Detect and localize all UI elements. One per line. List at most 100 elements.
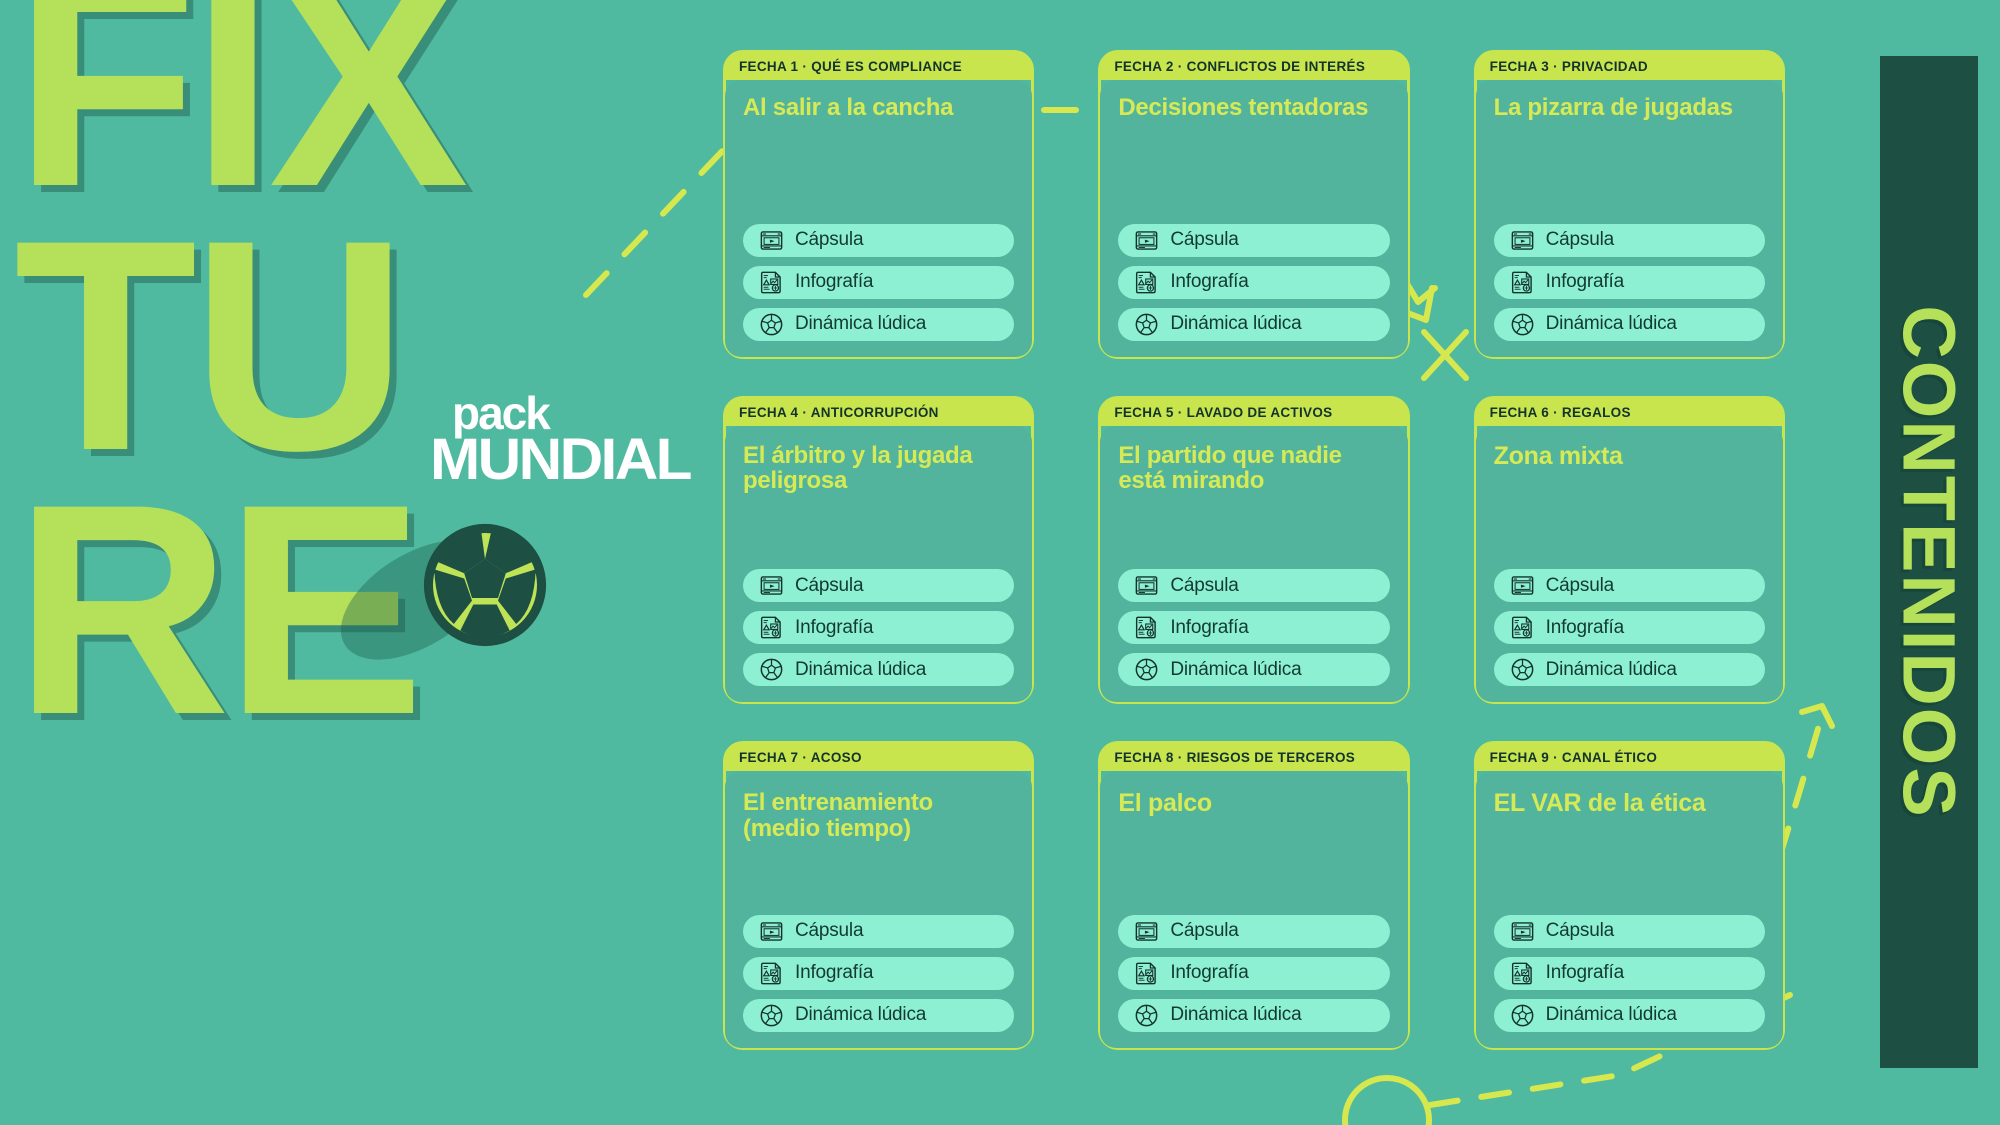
card-item-label: Cápsula (1170, 229, 1239, 251)
card-item[interactable]: Cápsula (1493, 223, 1765, 257)
infographic-document-icon (1136, 616, 1157, 639)
card-item[interactable]: Cápsula (743, 914, 1015, 948)
card-item[interactable]: Cápsula (743, 569, 1015, 603)
card-header: FECHA 1 · QUÉ ES COMPLIANCE (725, 52, 1033, 80)
pack-mundial-logo: pack MUNDIAL (430, 387, 693, 489)
video-capsule-icon (1135, 230, 1158, 250)
card-body: El partido que nadie está mirando Cápsula… (1100, 425, 1408, 703)
card-title: Decisiones tentadoras (1118, 94, 1369, 121)
card-item[interactable]: Infografía (1118, 611, 1390, 645)
infographic-document-icon (760, 962, 781, 985)
soccer-ball-icon (423, 523, 547, 647)
card-item-label: Dinámica lúdica (795, 658, 927, 680)
card-item[interactable]: Infografía (1118, 956, 1390, 990)
fixture-wordmark: FIX TU RE (0, 0, 560, 1125)
video-capsule-icon (1511, 576, 1534, 596)
sidebar-label: CONTENIDOS (1887, 305, 1971, 819)
card-item-label: Cápsula (795, 229, 864, 251)
fixture-card[interactable]: FECHA 8 · RIESGOS DE TERCEROS El palco Cáp… (1098, 741, 1410, 1050)
fixture-card[interactable]: FECHA 4 · ANTICORRUPCIÓN El árbitro y la … (723, 395, 1035, 705)
card-header: FECHA 2 · CONFLICTOS DE INTERÉS (1100, 52, 1408, 80)
card-item[interactable]: Cápsula (1493, 569, 1765, 603)
card-item-label: Infografía (1545, 962, 1624, 984)
infographic-document-icon (1511, 962, 1532, 985)
card-item-label: Dinámica lúdica (795, 1004, 927, 1026)
card-item[interactable]: Dinámica lúdica (1493, 653, 1765, 687)
card-item-list: Cápsula Infografía Dinámica lúdica (1118, 569, 1390, 687)
fixture-card[interactable]: FECHA 2 · CONFLICTOS DE INTERÉS Decisione… (1098, 50, 1410, 359)
card-item-label: Cápsula (1170, 920, 1239, 942)
fixture-card[interactable]: FECHA 9 · CANAL ÉTICO EL VAR de la ética C… (1473, 741, 1785, 1050)
card-item[interactable]: Dinámica lúdica (743, 998, 1015, 1032)
card-item[interactable]: Infografía (1493, 265, 1765, 299)
card-item[interactable]: Dinámica lúdica (743, 307, 1015, 341)
dashed-diagonal-line-top-left (583, 142, 731, 298)
fixture-card[interactable]: FECHA 6 · REGALOS Zona mixta Cápsula Infogr… (1473, 395, 1785, 705)
card-body: El árbitro y la jugada peligrosa Cápsula I… (725, 425, 1033, 703)
card-item[interactable]: Cápsula (1118, 914, 1390, 948)
card-item[interactable]: Cápsula (1118, 223, 1390, 257)
card-body: La pizarra de jugadas Cápsula Infografía Di… (1475, 80, 1783, 357)
card-item[interactable]: Cápsula (1493, 914, 1765, 948)
fixture-card[interactable]: FECHA 1 · QUÉ ES COMPLIANCE Al salir a la… (723, 50, 1035, 359)
card-body: Al salir a la cancha Cápsula Infografía Din… (725, 80, 1033, 357)
soccer-ball-icon (1511, 658, 1534, 681)
video-capsule-icon (1511, 230, 1534, 250)
card-item-label: Cápsula (1170, 574, 1239, 596)
soccer-ball-icon (760, 1004, 783, 1027)
card-title: El palco (1118, 789, 1212, 818)
card-item[interactable]: Cápsula (743, 223, 1015, 257)
card-item-list: Cápsula Infografía Dinámica lúdica (1493, 914, 1765, 1032)
fixture-card[interactable]: FECHA 3 · PRIVACIDAD La pizarra de jugada… (1473, 50, 1785, 359)
infographic-document-icon (1136, 962, 1157, 985)
infographic-document-icon (1511, 271, 1532, 294)
card-item-label: Infografía (1545, 616, 1624, 638)
card-title: El árbitro y la jugada peligrosa (743, 441, 973, 495)
soccer-ball-icon (1511, 1004, 1534, 1027)
card-item-label: Dinámica lúdica (1170, 658, 1302, 680)
card-header: FECHA 8 · RIESGOS DE TERCEROS (1100, 743, 1408, 772)
logo-pack-text: pack (452, 387, 551, 439)
card-item[interactable]: Infografía (1118, 265, 1390, 299)
card-item-label: Cápsula (1545, 920, 1615, 942)
hero-soccer-ball (320, 515, 550, 685)
video-capsule-icon (760, 576, 783, 596)
card-title: El entrenamiento (medio tiempo) (743, 789, 933, 842)
fixture-card-grid: FECHA 1 · QUÉ ES COMPLIANCE Al salir a la… (723, 50, 1785, 1050)
card-item[interactable]: Dinámica lúdica (1493, 307, 1765, 341)
fixture-line-2: TU (14, 177, 408, 513)
card-header: FECHA 4 · ANTICORRUPCIÓN (725, 397, 1033, 426)
video-capsule-icon (1135, 576, 1158, 596)
card-item[interactable]: Dinámica lúdica (743, 653, 1015, 687)
card-item-label: Infografía (1170, 616, 1249, 638)
fixture-card[interactable]: FECHA 7 · ACOSO El entrenamiento (medio t… (723, 741, 1035, 1050)
soccer-ball-icon (760, 658, 783, 681)
card-body: Decisiones tentadoras Cápsula Infografía Di… (1100, 80, 1408, 357)
card-item[interactable]: Infografía (1493, 956, 1765, 990)
card-header: FECHA 9 · CANAL ÉTICO (1475, 743, 1783, 772)
card-header: FECHA 5 · LAVADO DE ACTIVOS (1100, 397, 1408, 426)
card-item[interactable]: Dinámica lúdica (1118, 998, 1390, 1032)
card-item-label: Infografía (795, 616, 874, 638)
infographic-document-icon (1136, 271, 1157, 294)
card-item[interactable]: Cápsula (1118, 569, 1390, 603)
card-item[interactable]: Dinámica lúdica (1493, 998, 1765, 1032)
fixture-card[interactable]: FECHA 5 · LAVADO DE ACTIVOS El partido qu… (1098, 395, 1410, 705)
card-item[interactable]: Dinámica lúdica (1118, 307, 1390, 341)
card-header: FECHA 7 · ACOSO (725, 743, 1033, 772)
infographic-document-icon (1511, 616, 1532, 639)
circle-outline-bottom (1342, 1075, 1432, 1125)
card-item[interactable]: Infografía (743, 956, 1015, 990)
card-title: EL VAR de la ética (1493, 789, 1706, 818)
soccer-ball-icon (1135, 313, 1158, 336)
card-item[interactable]: Infografía (743, 265, 1015, 299)
card-item[interactable]: Dinámica lúdica (1118, 653, 1390, 687)
card-item[interactable]: Infografía (1493, 611, 1765, 645)
card-item-list: Cápsula Infografía Dinámica lúdica (1493, 223, 1765, 341)
video-capsule-icon (760, 922, 783, 941)
card-item-list: Cápsula Infografía Dinámica lúdica (743, 914, 1015, 1032)
card-item[interactable]: Infografía (743, 611, 1015, 645)
video-capsule-icon (1135, 922, 1158, 941)
fixture-line-1: FIX (14, 0, 469, 249)
soccer-ball-icon (760, 313, 783, 336)
